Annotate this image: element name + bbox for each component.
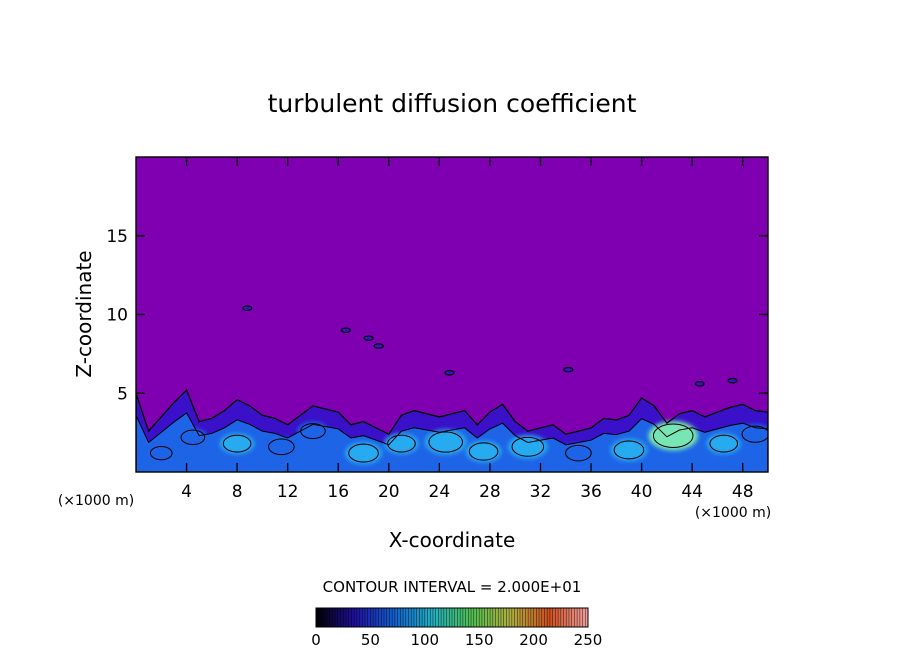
eddy-contour [613,440,645,460]
eddy [610,438,648,462]
chart-title: turbulent diffusion coefficient [268,89,637,118]
eddy-contour [180,429,206,446]
x-tick-label: 40 [631,482,653,502]
x-tick-label: 24 [429,482,451,502]
isolated-patch [373,343,384,349]
x-tick-label: 28 [479,482,501,502]
x-tick-label: 16 [327,482,349,502]
colorbar-tick-label: 0 [311,631,321,649]
eddy-contour [268,438,295,456]
x-axis: 4 8 12 16 20 24 28 32 36 40 44 48 [181,157,754,502]
eddy-contour [387,434,416,453]
eddy [648,421,698,451]
colorbar: 0 50 100 150 200 250 [311,607,603,649]
eddy-contour [468,442,499,461]
eddy-contour [348,443,379,463]
y-axis-label: Z-coordinate [72,250,96,377]
eddy [147,444,175,462]
isolated-patch [242,305,253,312]
x-tick-label: 20 [378,482,400,502]
colorbar-tick-label: 50 [361,631,380,649]
boundary-layer-core-contour [136,412,768,472]
eddy [219,433,255,455]
eddy [424,429,467,455]
eddy-contour [741,425,768,443]
isolated-patch [444,369,455,376]
eddy [706,433,742,455]
eddy-contour [511,436,545,457]
x-tick-label: 44 [681,482,703,502]
x-unit-right: (×1000 m) [695,505,771,521]
y-tick-label: 10 [106,306,128,326]
y-tick-label: 5 [117,384,128,404]
eddy [265,437,298,457]
plot-area [136,157,768,472]
eddy-contour [428,431,463,453]
eddy [297,421,329,441]
colorbar-tick-label: 250 [574,631,603,649]
eddy-contour [652,423,694,449]
isolated-patch [727,377,738,384]
contour-interval-label: CONTOUR INTERVAL = 2.000E+01 [323,578,582,596]
eddy [345,441,383,465]
x-axis-label: X-coordinate [389,528,516,552]
isolated-patch [694,380,705,387]
colorbar-tick-label: 150 [465,631,494,649]
x-tick-label: 12 [277,482,299,502]
eddy [562,443,595,463]
eddy-contour [709,434,739,453]
y-axis: 5 10 15 [106,227,768,404]
isolated-patch [363,335,374,341]
x-tick-label: 48 [732,482,754,502]
eddy [465,440,502,463]
eddy [384,433,419,455]
isolated-patch [340,327,351,334]
colorbar-tick-label: 100 [410,631,439,649]
eddy [178,428,208,447]
eddy-contour [222,434,252,453]
isolated-patch [563,366,574,373]
eddy-contour [565,444,592,462]
eddy-contour [149,445,173,461]
x-unit-left: (×1000 m) [58,493,134,509]
x-tick-label: 32 [530,482,552,502]
x-tick-label: 4 [181,482,192,502]
y-tick-label: 15 [106,227,128,247]
boundary-layer-contour [136,388,768,472]
x-tick-label: 36 [580,482,602,502]
colorbar-tick-label: 200 [519,631,548,649]
eddy [508,434,548,459]
eddy [738,424,768,445]
x-tick-label: 8 [232,482,243,502]
